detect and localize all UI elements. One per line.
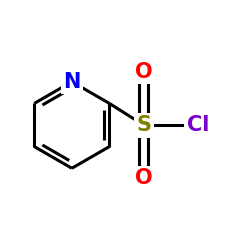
Text: O: O <box>135 168 152 188</box>
Text: N: N <box>63 72 80 92</box>
Text: S: S <box>136 115 151 135</box>
Text: Cl: Cl <box>187 115 209 135</box>
Text: O: O <box>135 62 152 82</box>
